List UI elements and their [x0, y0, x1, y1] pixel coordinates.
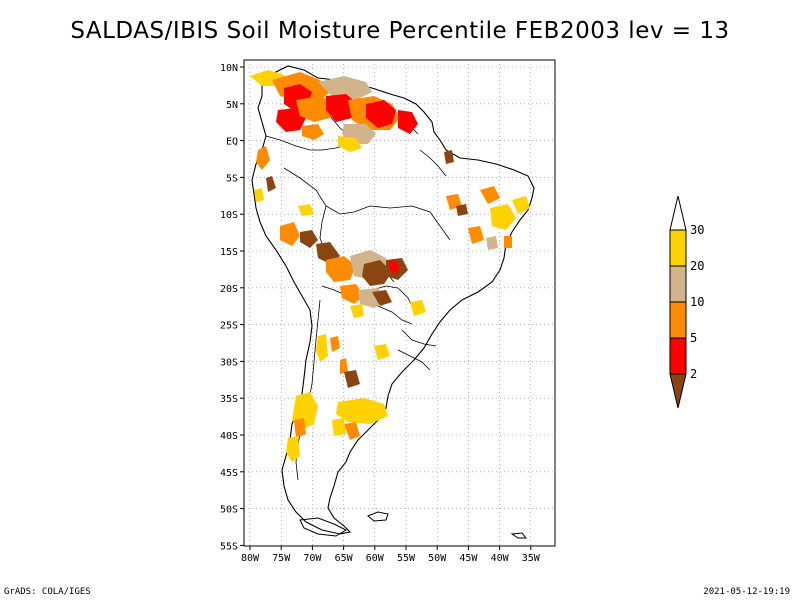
percentile-patch [456, 204, 468, 216]
lat-tick-label: 55S [220, 541, 238, 552]
percentile-patch [280, 222, 300, 246]
lon-tick-label: 70W [303, 553, 322, 564]
percentile-patch [276, 108, 306, 132]
lon-tick-label: 75W [272, 553, 291, 564]
lon-tick-label: 65W [335, 553, 354, 564]
colorbar-top-arrow [669, 195, 687, 231]
colorbar-label: 20 [690, 259, 704, 273]
footer-credit: GrADS: COLA/IGES [4, 587, 91, 597]
percentile-patch [362, 260, 392, 286]
percentile-patch [512, 196, 530, 214]
colorbar-segment [669, 265, 687, 303]
percentile-patch [254, 188, 264, 202]
lon-tick-label: 35W [522, 553, 541, 564]
percentile-patch [350, 304, 364, 318]
lon-tick-label: 60W [366, 553, 385, 564]
percentile-patch [340, 358, 348, 374]
colorbar-bottom-arrow [669, 373, 687, 409]
colorbar-segment [669, 229, 687, 267]
percentile-patch [336, 398, 388, 424]
percentile-patch [338, 136, 362, 152]
lat-tick-label: 50S [220, 505, 238, 516]
lat-tick-label: 15S [220, 247, 238, 258]
percentile-patch [372, 290, 392, 306]
percentile-patch [266, 176, 276, 192]
percentile-patch [366, 100, 396, 128]
longitude-tick-labels: 80W 75W 70W 65W 60W 55W 50W 45W 40W 35W [241, 546, 541, 564]
lon-tick-label: 40W [491, 553, 510, 564]
percentile-patch [490, 204, 516, 230]
lat-tick-label: 25S [220, 321, 238, 332]
colorbar: 30 20 10 5 2 [669, 195, 704, 409]
south-georgia-outline [510, 532, 528, 539]
percentile-patch [444, 150, 454, 164]
lon-tick-label: 45W [459, 553, 478, 564]
percentile-shading [250, 70, 530, 462]
percentile-patch [374, 344, 390, 360]
percentile-patch [486, 236, 498, 250]
percentile-patch [504, 236, 512, 248]
percentile-patch [388, 260, 400, 274]
percentile-patch [316, 334, 328, 362]
percentile-patch [344, 370, 360, 388]
colorbar-label: 5 [690, 331, 697, 345]
lat-tick-label: 10N [220, 63, 238, 74]
colorbar-label: 30 [690, 223, 704, 237]
tierra-del-fuego-outline [299, 517, 348, 537]
percentile-patch [480, 186, 500, 204]
lat-tick-label: 5S [226, 173, 238, 184]
percentile-patch [410, 300, 426, 316]
lon-tick-label: 80W [241, 553, 260, 564]
plot-frame [243, 59, 556, 547]
percentile-patch [398, 110, 418, 134]
lat-tick-label: 35S [220, 394, 238, 405]
percentile-patch [330, 336, 340, 352]
colorbar-label: 2 [690, 367, 697, 381]
lat-tick-label: 20S [220, 284, 238, 295]
latitude-tick-labels: 10N 5N EQ 5S 10S 15S 20S 25S 30S 35S 40S 45S 50S 55S [220, 63, 244, 552]
percentile-patch [300, 230, 318, 248]
lat-tick-label: 45S [220, 468, 238, 479]
percentile-patch [340, 284, 364, 304]
colorbar-segment [669, 337, 687, 375]
map-title: SALDAS/IBIS Soil Moisture Percentile FEB… [70, 18, 730, 44]
percentile-patch [302, 124, 324, 140]
lat-tick-label: EQ [226, 137, 238, 148]
percentile-patch [332, 418, 346, 436]
lat-tick-label: 10S [220, 210, 238, 221]
percentile-patch [326, 256, 356, 282]
lon-tick-label: 50W [428, 553, 447, 564]
south-america-coastline [251, 65, 535, 535]
footer-timestamp: 2021-05-12-19:19 [703, 587, 790, 597]
lon-tick-label: 55W [397, 553, 416, 564]
lat-tick-label: 5N [226, 100, 238, 111]
percentile-patch [256, 146, 270, 170]
percentile-patch [468, 226, 484, 244]
percentile-patch [318, 76, 372, 100]
colorbar-segment [669, 301, 687, 339]
grid-lines [244, 60, 555, 546]
lat-tick-label: 40S [220, 431, 238, 442]
percentile-patch [344, 422, 360, 440]
percentile-patch [298, 204, 314, 216]
lat-tick-label: 30S [220, 357, 238, 368]
percentile-patch [286, 436, 300, 462]
percentile-patch [294, 418, 306, 438]
colorbar-label: 10 [690, 295, 704, 309]
falkland-islands-outline [367, 511, 389, 522]
